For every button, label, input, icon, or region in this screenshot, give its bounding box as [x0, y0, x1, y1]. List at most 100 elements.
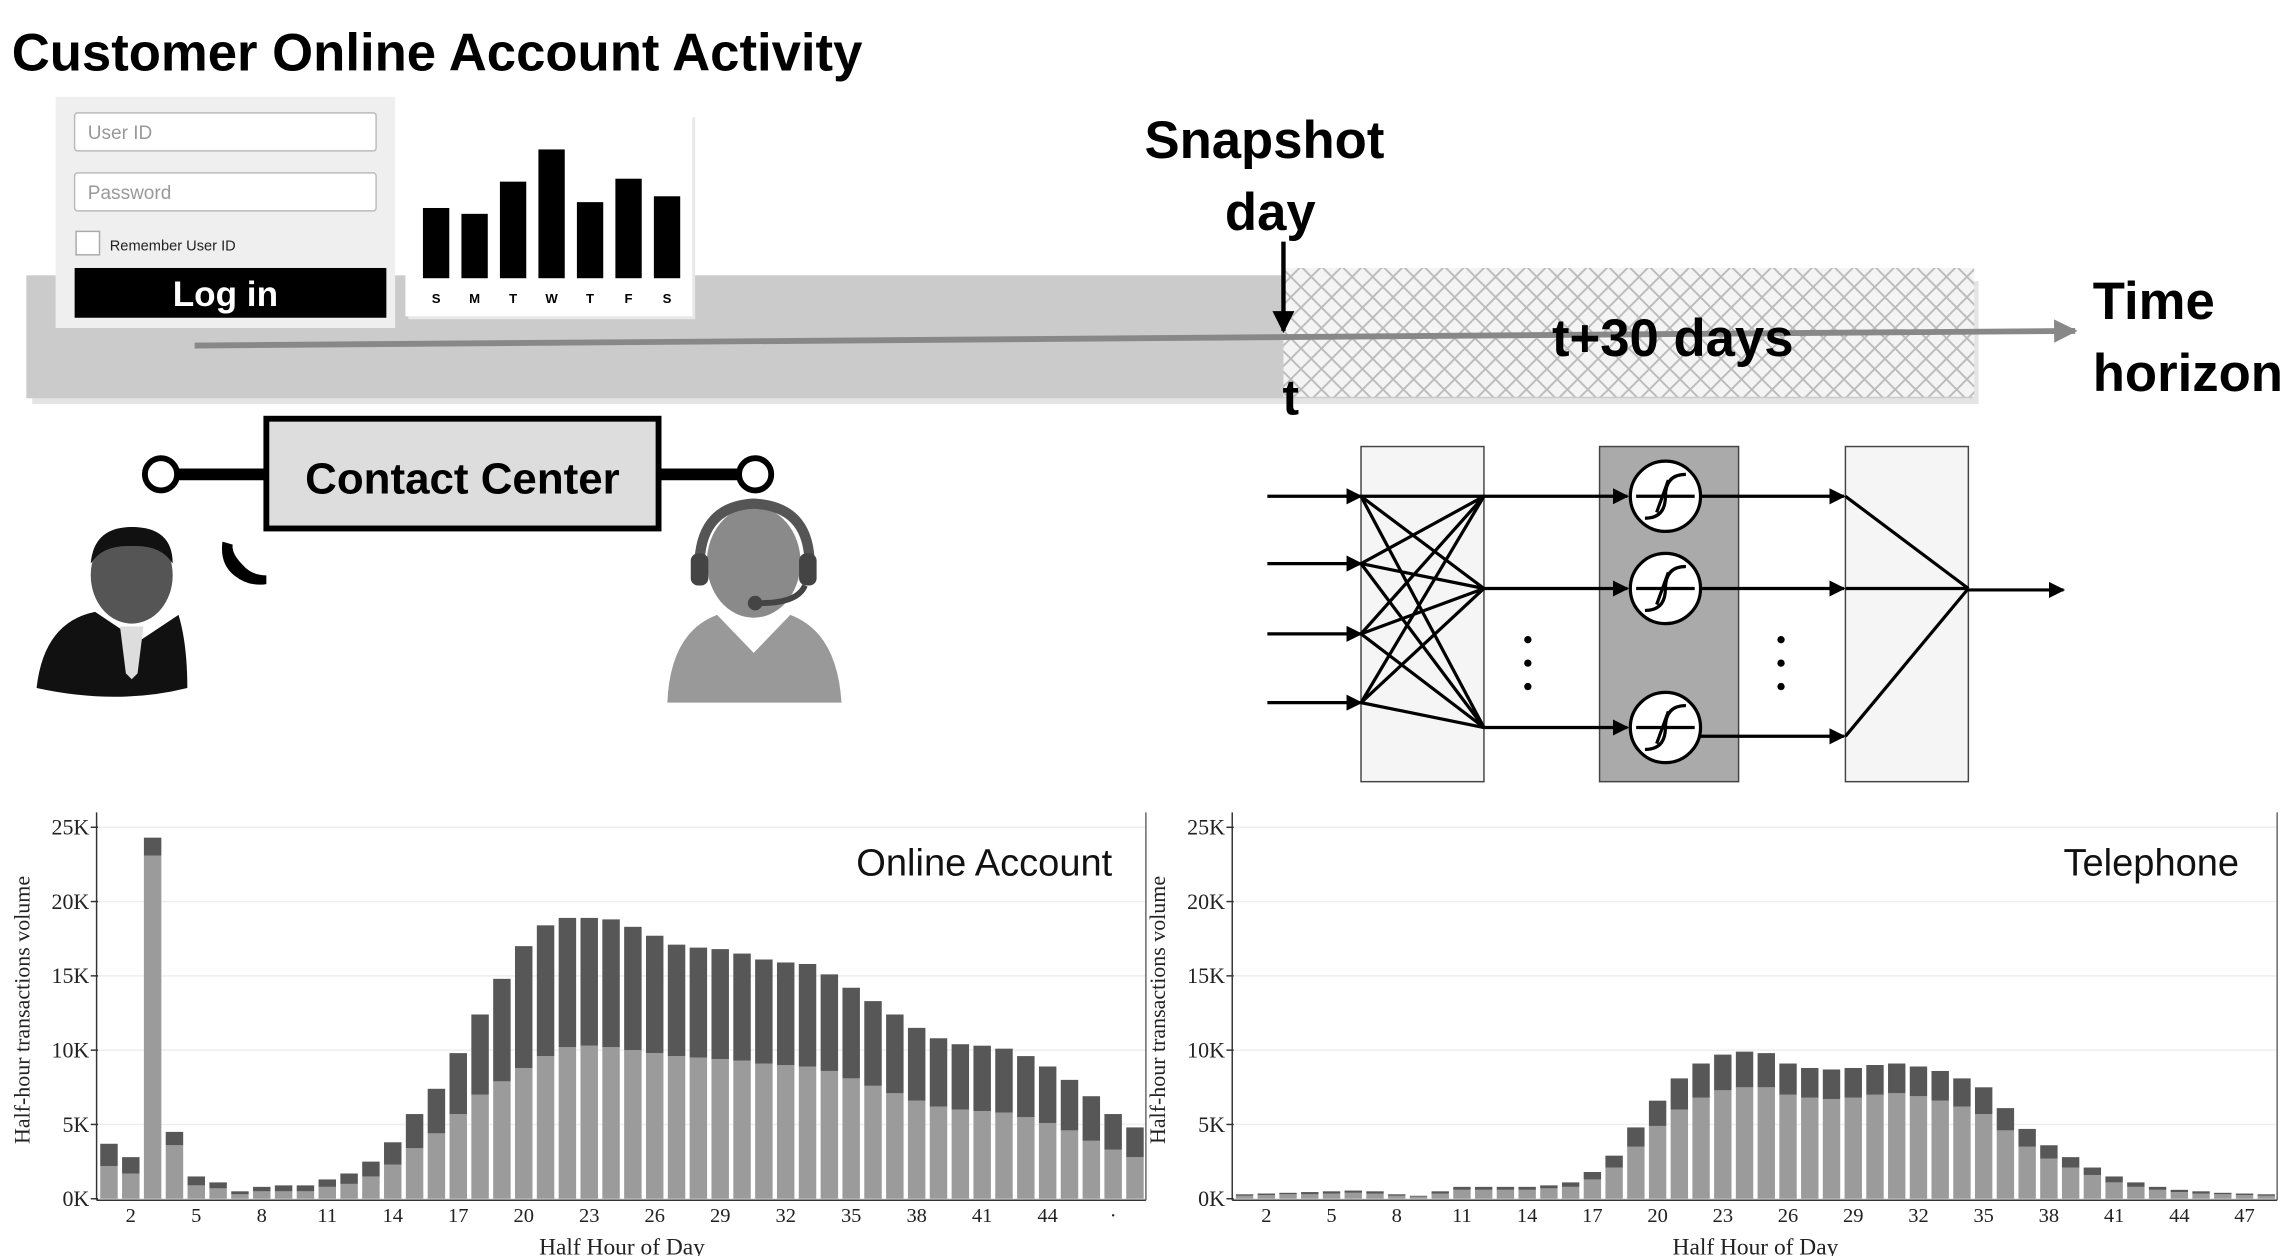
- password-placeholder: Password: [88, 183, 172, 204]
- bar-segment: [929, 1038, 948, 1107]
- x-tick-label: 35: [841, 1205, 861, 1227]
- bar-segment: [2127, 1182, 2145, 1187]
- snapshot-label: day: [1225, 183, 1316, 242]
- x-tick-label: 23: [579, 1205, 599, 1227]
- bar-segment: [776, 1065, 795, 1199]
- bar-segment: [1301, 1192, 1319, 1195]
- user-input[interactable]: [73, 112, 377, 152]
- bar-segment: [1953, 1078, 1971, 1107]
- bar-segment: [231, 1194, 249, 1199]
- bar-segment: [755, 959, 773, 1064]
- bar-segment: [318, 1186, 336, 1199]
- bar-segment: [1431, 1191, 1449, 1194]
- bar-segment: [2083, 1167, 2102, 1175]
- bar-segment: [165, 1131, 184, 1146]
- bar-segment: [2018, 1146, 2036, 1199]
- bar-segment: [1931, 1070, 1949, 1101]
- bar-segment: [100, 1166, 118, 1199]
- bar-segment: [2214, 1194, 2232, 1199]
- bar-segment: [1453, 1186, 1471, 1190]
- bar-segment: [274, 1191, 293, 1199]
- bar-segment: [2127, 1186, 2145, 1199]
- bar-segment: [645, 935, 664, 1054]
- bar-segment: [2192, 1193, 2210, 1199]
- bar-segment: [951, 1109, 970, 1199]
- bar-segment: [2214, 1192, 2232, 1195]
- y-tick-label: 5K: [1198, 1112, 1225, 1137]
- bar-segment: [1888, 1093, 1906, 1199]
- bar-segment: [1060, 1130, 1079, 1199]
- login-button[interactable]: [74, 267, 387, 318]
- x-tick-label: 32: [775, 1205, 795, 1227]
- figure-title: Customer Online Account Activity: [12, 23, 863, 82]
- bar-segment: [122, 1173, 140, 1199]
- bar-segment: [624, 926, 642, 1051]
- bar-segment: [689, 947, 708, 1058]
- bar-segment: [2018, 1128, 2036, 1147]
- bar-segment: [602, 1047, 620, 1199]
- bar-segment: [1779, 1094, 1797, 1199]
- bar-segment: [493, 1081, 511, 1199]
- bar-segment: [1038, 1122, 1057, 1199]
- bar-segment: [1017, 1117, 1035, 1199]
- x-axis-label: Half Hour of Day: [539, 1234, 705, 1256]
- window-label: t+30 days: [1552, 309, 1794, 368]
- bar-segment: [1409, 1195, 1428, 1197]
- x-tick-label: 44: [2169, 1205, 2189, 1227]
- bar-segment: [1801, 1067, 1819, 1098]
- bar-segment: [1974, 1087, 1993, 1115]
- t-label: t: [1282, 369, 1299, 425]
- y-axis-label: Half-hour transactions volume: [9, 876, 34, 1144]
- bar-segment: [1627, 1146, 1645, 1199]
- bar-segment: [580, 1045, 598, 1199]
- bar-segment: [405, 1148, 424, 1199]
- x-tick-label: 32: [1908, 1205, 1928, 1227]
- bar-segment: [1583, 1179, 1602, 1199]
- password-input[interactable]: [73, 172, 377, 212]
- x-tick-label: M: [469, 291, 480, 306]
- bar-segment: [1888, 1063, 1906, 1094]
- bar-segment: [1017, 1056, 1035, 1118]
- horizon-label: horizon: [2093, 344, 2283, 403]
- bar: [422, 207, 450, 279]
- bar-segment: [384, 1164, 402, 1199]
- remember-checkbox[interactable]: [75, 230, 101, 256]
- bar: [499, 181, 527, 279]
- bar-segment: [1561, 1186, 1580, 1199]
- bar-segment: [2061, 1157, 2080, 1168]
- y-tick-label: 10K: [51, 1037, 89, 1062]
- y-tick-label: 10K: [1187, 1037, 1225, 1062]
- x-tick-label: 38: [906, 1205, 926, 1227]
- bar-segment: [253, 1186, 271, 1192]
- bar-segment: [1909, 1096, 1928, 1199]
- bar-segment: [2061, 1167, 2080, 1199]
- bar-segment: [1844, 1097, 1862, 1199]
- bar-segment: [1496, 1186, 1515, 1190]
- bar-segment: [1474, 1189, 1493, 1199]
- bar-segment: [798, 963, 817, 1067]
- x-tick-label: 29: [1843, 1205, 1863, 1227]
- bar-segment: [1322, 1191, 1341, 1194]
- x-tick-label: 14: [1517, 1205, 1537, 1227]
- chart-title: Online Account: [856, 842, 1112, 884]
- bar-segment: [1060, 1079, 1079, 1131]
- x-tick-label: 2: [1261, 1205, 1271, 1227]
- bar-segment: [1735, 1051, 1754, 1088]
- bar-segment: [645, 1053, 664, 1199]
- bar-segment: [318, 1179, 336, 1187]
- bar-segment: [362, 1161, 380, 1177]
- bar-segment: [362, 1176, 380, 1199]
- phone-icon: [221, 541, 267, 585]
- bar-segment: [1344, 1192, 1362, 1199]
- snapshot-label: Snapshot: [1144, 111, 1384, 170]
- bar-segment: [973, 1045, 991, 1112]
- bar-segment: [907, 1100, 926, 1199]
- x-tick-label: S: [663, 291, 672, 306]
- bar-segment: [427, 1088, 446, 1134]
- bar-segment: [231, 1191, 249, 1195]
- x-tick-label: 5: [1326, 1205, 1336, 1227]
- bar-segment: [1104, 1149, 1122, 1199]
- bar-segment: [1235, 1194, 1254, 1196]
- bar-segment: [1082, 1140, 1101, 1199]
- bar-segment: [1757, 1087, 1775, 1199]
